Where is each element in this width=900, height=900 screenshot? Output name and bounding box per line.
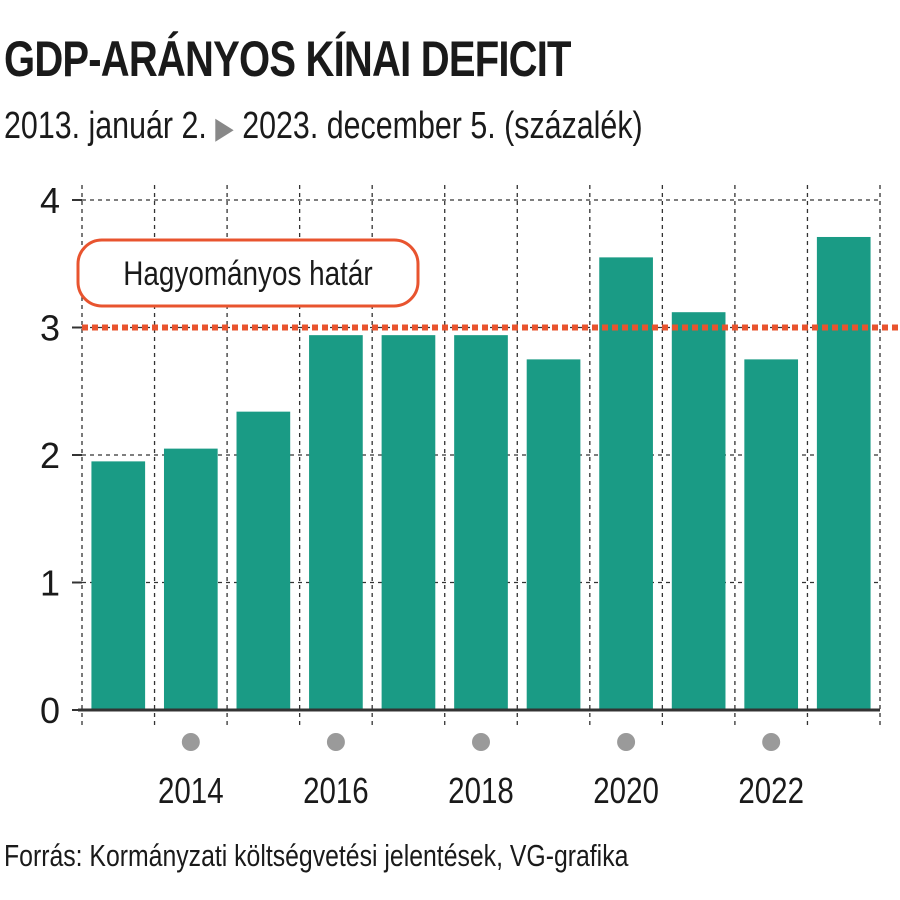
- source-note: Forrás: Kormányzati költségvetési jelent…: [4, 838, 629, 873]
- year-marker-dot: [472, 733, 490, 751]
- bar: [91, 461, 146, 710]
- chart-title: GDP-ARÁNYOS KÍNAI DEFICIT: [4, 31, 571, 87]
- bar: [744, 359, 799, 710]
- y-tick-label: 3: [40, 308, 60, 349]
- chart-subtitle: 2013. január 2. ▶ 2023. december 5. (szá…: [4, 105, 643, 148]
- year-marker-dot: [617, 733, 636, 751]
- x-tick-label: 2020: [593, 770, 659, 810]
- y-tick-label: 2: [40, 435, 60, 476]
- x-tick-label: 2022: [738, 770, 804, 810]
- year-marker-dot: [762, 733, 781, 751]
- x-tick-label: 2016: [303, 770, 369, 810]
- year-marker-dot: [181, 733, 200, 751]
- threshold-label-box: [76, 238, 420, 308]
- bar: [381, 335, 436, 710]
- subtitle-end-date: 2023. december 5. (százalék): [242, 105, 643, 147]
- y-tick-label: 1: [40, 563, 60, 604]
- threshold-label: Hagyományos határ: [123, 254, 372, 292]
- bar: [163, 448, 218, 710]
- bar: [454, 335, 508, 710]
- bar: [816, 236, 871, 710]
- bar: [671, 312, 726, 710]
- y-tick-label: 4: [40, 180, 60, 221]
- year-marker-dot: [326, 733, 345, 751]
- play-arrow-icon: ▶: [215, 112, 234, 145]
- subtitle-start-date: 2013. január 2.: [4, 105, 207, 147]
- y-tick-label: 0: [40, 690, 60, 731]
- bar: [526, 359, 581, 710]
- x-tick-label: 2014: [158, 770, 224, 810]
- x-tick-label: 2018: [448, 770, 514, 810]
- bar: [236, 411, 291, 710]
- bar: [309, 335, 363, 710]
- bar: [599, 257, 653, 710]
- bar-chart: 0 1 2 3 4 2014 2016 2018 2020 2022 Hagyományos hat…: [40, 180, 900, 811]
